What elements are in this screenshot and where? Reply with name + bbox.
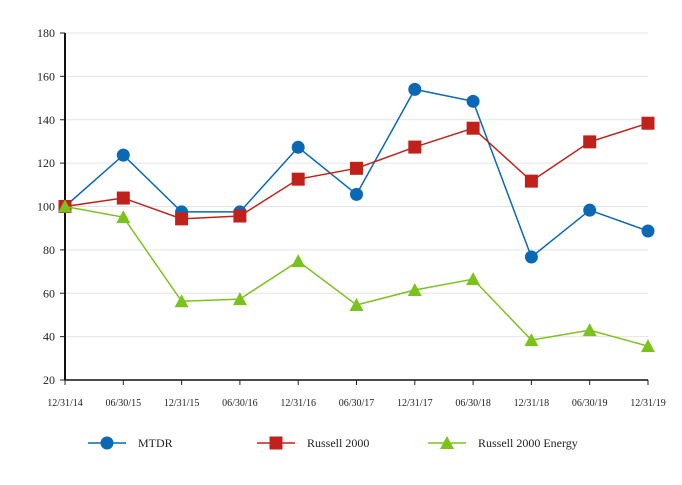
data-point: [641, 224, 655, 238]
legend-item: Russell 2000 Energy: [428, 436, 578, 450]
legend-label: Russell 2000: [307, 436, 369, 450]
legend-marker: [440, 436, 454, 449]
data-point: [524, 333, 539, 347]
legend-label: Russell 2000 Energy: [478, 436, 578, 450]
legend: MTDR Russell 2000 Russell 2000 Energy: [88, 436, 578, 450]
data-point: [582, 323, 597, 337]
legend-label: MTDR: [138, 436, 173, 450]
data-point: [407, 282, 422, 296]
x-tick-label: 12/31/16: [280, 398, 316, 409]
data-point: [641, 116, 655, 130]
data-point: [583, 203, 597, 217]
x-tick-label: 12/31/15: [164, 398, 200, 409]
data-point: [408, 82, 422, 96]
data-point: [116, 191, 130, 205]
data-point: [641, 339, 655, 353]
data-point: [524, 174, 538, 188]
y-tick-label: 180: [37, 26, 55, 40]
data-point: [466, 94, 480, 108]
y-tick-label: 140: [37, 113, 55, 127]
data-point: [116, 210, 131, 224]
series-group: [58, 82, 655, 353]
data-point: [291, 172, 305, 186]
data-point: [350, 187, 363, 201]
data-point: [116, 148, 130, 162]
data-point: [583, 135, 597, 149]
x-tick-label: 12/31/19: [630, 398, 666, 409]
data-point: [58, 199, 72, 213]
y-tick-label: 60: [43, 286, 55, 300]
y-tick-label: 20: [43, 373, 55, 387]
x-tick-label: 12/31/18: [514, 398, 550, 409]
x-tick-label: 12/31/17: [397, 398, 433, 409]
data-point: [349, 297, 364, 311]
data-point: [466, 272, 481, 286]
legend-marker: [269, 436, 283, 450]
gridlines: [65, 32, 648, 338]
y-tick-label: 100: [37, 200, 55, 214]
y-tick-label: 120: [37, 156, 55, 170]
x-tick-label: 06/30/19: [572, 398, 608, 409]
series-russell-2000-energy: [58, 199, 655, 353]
data-point: [175, 212, 189, 226]
x-tick-label: 12/31/14: [47, 398, 83, 409]
y-tick-label: 40: [43, 330, 55, 344]
data-point: [291, 140, 305, 154]
data-point: [174, 294, 189, 308]
data-point: [232, 292, 247, 306]
x-tick-label: 06/30/17: [339, 398, 375, 409]
data-point: [466, 121, 480, 135]
series-russell-2000: [58, 116, 655, 226]
data-point: [524, 250, 538, 264]
data-point: [291, 254, 306, 268]
y-tick-label: 160: [37, 69, 55, 83]
legend-item: MTDR: [88, 436, 173, 450]
legend-item: Russell 2000: [257, 436, 369, 450]
legend-marker: [100, 436, 114, 450]
data-point: [408, 140, 422, 154]
x-tick-label: 06/30/16: [222, 398, 258, 409]
series-line: [64, 205, 649, 347]
y-tick-label: 80: [43, 243, 55, 257]
x-tick-label: 06/30/15: [106, 398, 142, 409]
data-point: [350, 161, 363, 175]
x-tick-label: 06/30/18: [455, 398, 491, 409]
data-point: [233, 209, 247, 223]
x-axis: 12/31/14 06/30/15 12/31/15 06/30/16 12/31/16…: [47, 379, 666, 409]
